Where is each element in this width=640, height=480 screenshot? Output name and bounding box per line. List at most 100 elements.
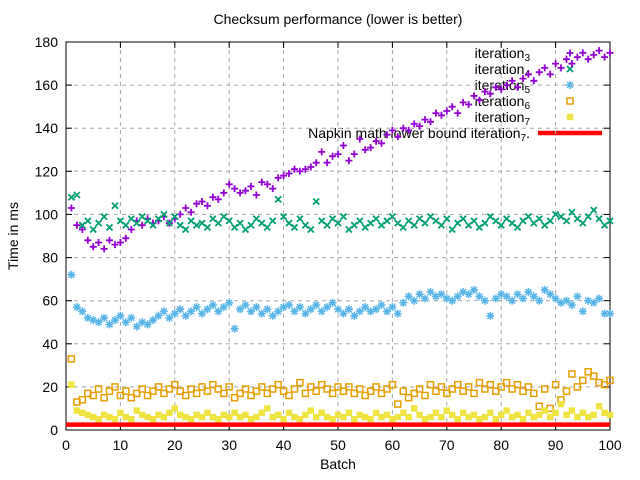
data-point [410, 389, 418, 398]
data-point [530, 413, 537, 421]
data-point [252, 191, 260, 199]
data-point [166, 409, 173, 416]
data-point [160, 210, 168, 219]
data-point [459, 215, 467, 223]
data-point [100, 393, 108, 402]
data-point [557, 298, 565, 307]
open-square-marker-icon [538, 93, 602, 109]
data-point [269, 185, 277, 193]
data-point [290, 223, 299, 232]
data-point [567, 301, 576, 309]
data-point [296, 167, 304, 175]
data-point [274, 380, 282, 389]
data-point [105, 387, 114, 395]
data-point [198, 383, 206, 391]
y-tick-label: 180 [35, 34, 59, 50]
series-iteration_4 [67, 191, 614, 234]
data-point [366, 307, 375, 316]
data-point [399, 223, 407, 232]
data-point [481, 413, 489, 421]
data-point [138, 385, 146, 393]
x-tick-label: 90 [548, 437, 564, 453]
data-point [410, 221, 418, 229]
data-point [138, 318, 147, 327]
data-point [111, 241, 119, 249]
data-point [475, 96, 483, 104]
legend-sample-plus [566, 49, 574, 57]
data-point [144, 413, 151, 421]
data-point [230, 324, 239, 333]
data-point [100, 411, 108, 419]
data-point [540, 385, 549, 393]
data-point [573, 292, 582, 301]
legend-entry-napkin-lower-bound: Napkin math lower bound iteration7. [308, 125, 602, 144]
data-point [361, 391, 369, 400]
data-point [89, 225, 97, 234]
data-point [312, 301, 321, 309]
data-point [334, 150, 342, 158]
data-point [498, 411, 505, 419]
data-point [160, 389, 168, 398]
x-tick-label: 100 [598, 437, 622, 453]
data-point [492, 387, 500, 395]
data-point [388, 126, 396, 134]
data-point [100, 245, 108, 253]
x-tick-label: 70 [439, 437, 455, 453]
data-point [546, 70, 554, 78]
data-point [268, 311, 277, 320]
data-point [578, 307, 587, 316]
data-point [513, 380, 522, 389]
data-point [388, 303, 397, 312]
data-point [525, 409, 532, 416]
data-point [313, 413, 320, 421]
data-point [470, 217, 478, 225]
data-point [95, 416, 102, 423]
data-point [241, 385, 250, 393]
data-point [405, 126, 413, 134]
data-point [149, 416, 157, 423]
data-point [573, 53, 581, 61]
data-point [470, 411, 478, 419]
data-point [345, 157, 353, 165]
data-point [252, 303, 261, 312]
data-point [448, 385, 456, 393]
data-point [541, 64, 549, 72]
data-point [279, 387, 288, 395]
data-point [465, 101, 473, 108]
data-point [492, 83, 500, 91]
data-point [111, 316, 119, 325]
data-point [448, 225, 456, 234]
data-point [79, 409, 86, 416]
data-point [264, 405, 271, 412]
data-point [279, 303, 288, 312]
data-point [323, 413, 331, 421]
data-point [122, 234, 130, 242]
data-point [411, 405, 418, 412]
chart-title: Checksum performance (lower is better) [213, 11, 463, 27]
data-point [214, 219, 222, 227]
data-point [334, 219, 342, 227]
data-point [601, 53, 609, 61]
data-point [590, 206, 598, 214]
data-point [269, 413, 276, 421]
data-point [106, 413, 113, 421]
data-point [344, 305, 353, 314]
legend-label-napkin-lower-bound: Napkin math lower bound iteration7. [308, 125, 530, 144]
data-point [491, 294, 500, 303]
data-point [475, 292, 484, 301]
data-point [100, 212, 108, 221]
data-point [459, 98, 467, 106]
data-point [508, 296, 517, 305]
data-point [372, 383, 380, 391]
data-point [295, 303, 304, 312]
data-point [404, 393, 413, 402]
data-point [443, 107, 451, 115]
data-point [389, 416, 396, 423]
data-point [566, 49, 574, 57]
data-point [487, 409, 494, 416]
data-point [192, 303, 201, 312]
x-tick-label: 20 [167, 437, 183, 453]
data-point [437, 221, 446, 229]
data-point [497, 85, 505, 93]
data-point [595, 215, 603, 223]
